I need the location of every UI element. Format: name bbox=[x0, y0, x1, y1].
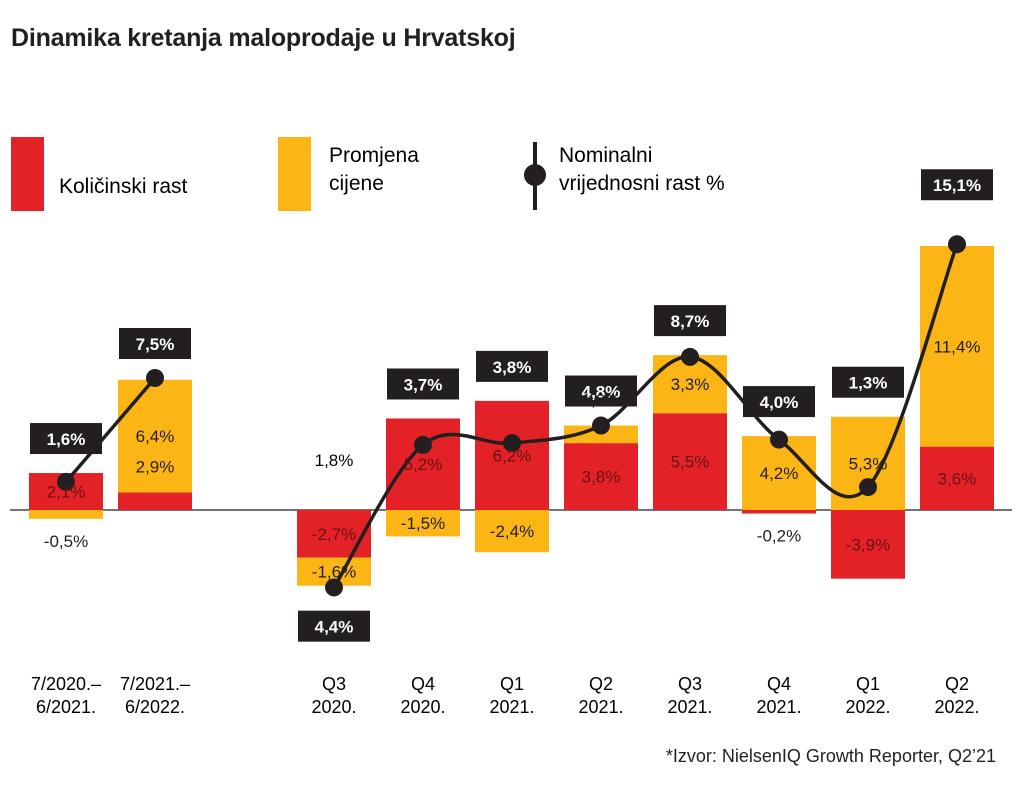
nominal-value-label: 1,3% bbox=[849, 374, 888, 393]
nominal-value-label: 7,5% bbox=[136, 335, 175, 354]
x-tick-label: Q2 bbox=[945, 674, 969, 694]
price-value-label: -0,5% bbox=[44, 532, 88, 551]
volume-bar bbox=[475, 400, 549, 510]
nominal-value-box bbox=[476, 350, 548, 382]
x-tick-label: 2021. bbox=[578, 697, 623, 717]
nominal-point bbox=[146, 369, 164, 387]
price-bar bbox=[475, 510, 549, 553]
x-tick-label: Q3 bbox=[322, 674, 346, 694]
legend: Količinski rast Promjena cijene Nominaln… bbox=[11, 137, 725, 211]
price-value-label: 11,4% bbox=[934, 337, 981, 356]
x-tick-label: 7/2020.– bbox=[31, 674, 101, 694]
labels-layer: 1,6% 7,5% 4,4% 3,7% 3,8% 4,8% 8,7% 4,0% 1,3% 15,1… bbox=[30, 169, 993, 642]
price-value-label: 1,0% bbox=[582, 391, 621, 410]
price-value-label: -1,6% bbox=[312, 563, 356, 582]
nominal-value-label: 4,4% bbox=[315, 618, 354, 637]
nominal-value-box bbox=[298, 610, 370, 642]
price-value-label: 5,3% bbox=[849, 454, 888, 473]
legend-nominal-marker bbox=[524, 164, 546, 186]
x-tick-label: Q4 bbox=[411, 674, 435, 694]
volume-bar bbox=[742, 510, 816, 514]
annotation-label: 1,8% bbox=[315, 451, 354, 470]
nominal-point bbox=[592, 416, 610, 435]
legend-price-label: Promjena cijene bbox=[329, 144, 425, 195]
volume-value-label: -2,7% bbox=[312, 525, 356, 544]
x-tick-label: 2022. bbox=[934, 697, 979, 717]
nominal-value-box bbox=[832, 366, 904, 398]
volume-bar bbox=[920, 446, 994, 510]
x-tick-label: Q3 bbox=[678, 674, 702, 694]
x-tick-label: 6/2021. bbox=[36, 697, 96, 717]
nominal-value-box bbox=[565, 375, 637, 407]
nominal-point bbox=[770, 430, 788, 449]
price-bar bbox=[29, 510, 103, 519]
nominal-value-label: 15,1% bbox=[933, 176, 981, 195]
x-tick-label: 2020. bbox=[311, 697, 356, 717]
x-tick-label: Q2 bbox=[589, 674, 613, 694]
legend-price-swatch bbox=[278, 137, 311, 211]
price-value-label: -1,5% bbox=[401, 514, 445, 533]
nominal-value-label: 1,6% bbox=[47, 430, 86, 449]
nominal-value-label: 3,8% bbox=[493, 358, 532, 377]
nominal-point bbox=[503, 434, 521, 453]
x-tick-label: Q4 bbox=[767, 674, 791, 694]
volume-value-label: -3,9% bbox=[846, 535, 890, 554]
source-note: *Izvor: NielsenIQ Growth Reporter, Q2’21 bbox=[665, 746, 996, 766]
nominal-value-box bbox=[743, 386, 815, 418]
nominal-value-box bbox=[654, 305, 726, 337]
legend-volume-label: Količinski rast bbox=[59, 175, 188, 198]
nominal-value-label: 8,7% bbox=[671, 312, 710, 331]
volume-bar bbox=[831, 510, 905, 579]
x-tick-label: 2021. bbox=[489, 697, 534, 717]
volume-value-label: 3,6% bbox=[938, 469, 977, 488]
nominal-value-box bbox=[119, 328, 191, 359]
nominal-value-label: 4,8% bbox=[582, 383, 621, 402]
nominal-value-box bbox=[30, 423, 102, 455]
volume-value-label: 6,2% bbox=[493, 446, 532, 465]
price-value-label: 4,2% bbox=[760, 464, 799, 483]
x-tick-label: 2021. bbox=[756, 697, 801, 717]
nominal-value-box bbox=[921, 169, 993, 201]
price-bar bbox=[118, 379, 192, 493]
price-value-label: -2,4% bbox=[490, 522, 534, 541]
price-value-label: 3,3% bbox=[671, 375, 710, 394]
nominal-line-layer bbox=[57, 235, 966, 597]
nominal-point bbox=[57, 472, 75, 491]
x-tick-label: Q1 bbox=[500, 674, 524, 694]
legend-nominal-label: Nominalni vrijednosni rast % bbox=[559, 144, 725, 195]
legend-volume-swatch bbox=[11, 137, 44, 211]
nominal-value-label: 3,7% bbox=[404, 375, 443, 394]
chart-title: Dinamika kretanja maloprodaje u Hrvatsko… bbox=[11, 24, 516, 52]
price-bar bbox=[386, 510, 460, 537]
volume-value-label: 5,5% bbox=[671, 453, 710, 472]
price-bar bbox=[920, 246, 994, 447]
nominal-point bbox=[948, 235, 966, 254]
volume-value-label: -0,2% bbox=[757, 527, 801, 546]
volume-value-label: 5,2% bbox=[404, 455, 443, 474]
x-tick-label: 2021. bbox=[667, 697, 712, 717]
volume-bar bbox=[118, 492, 192, 510]
price-value-label: 6,4% bbox=[136, 427, 175, 446]
nominal-value-box bbox=[387, 368, 459, 400]
x-tick-label: 7/2021.– bbox=[120, 674, 190, 694]
nominal-value-label: 4,0% bbox=[760, 393, 799, 412]
nominal-line bbox=[64, 376, 157, 483]
volume-bar bbox=[653, 413, 727, 510]
volume-bar bbox=[564, 443, 638, 510]
nominal-point bbox=[859, 478, 877, 497]
volume-value-label: 2,1% bbox=[47, 483, 86, 502]
nominal-point bbox=[414, 435, 432, 454]
nominal-point bbox=[681, 347, 699, 366]
x-axis-ticks: 7/2020.– 6/2021. 7/2021.– 6/2022. Q3 2020. Q4 2… bbox=[31, 674, 980, 717]
x-tick-label: Q1 bbox=[856, 674, 880, 694]
volume-value-label: 2,9% bbox=[136, 457, 175, 476]
x-tick-label: 6/2022. bbox=[125, 697, 185, 717]
volume-bar bbox=[297, 510, 371, 558]
nominal-point bbox=[325, 578, 343, 597]
x-tick-label: 2020. bbox=[400, 697, 445, 717]
volume-value-label: 3,8% bbox=[582, 468, 621, 487]
x-tick-label: 2022. bbox=[845, 697, 890, 717]
